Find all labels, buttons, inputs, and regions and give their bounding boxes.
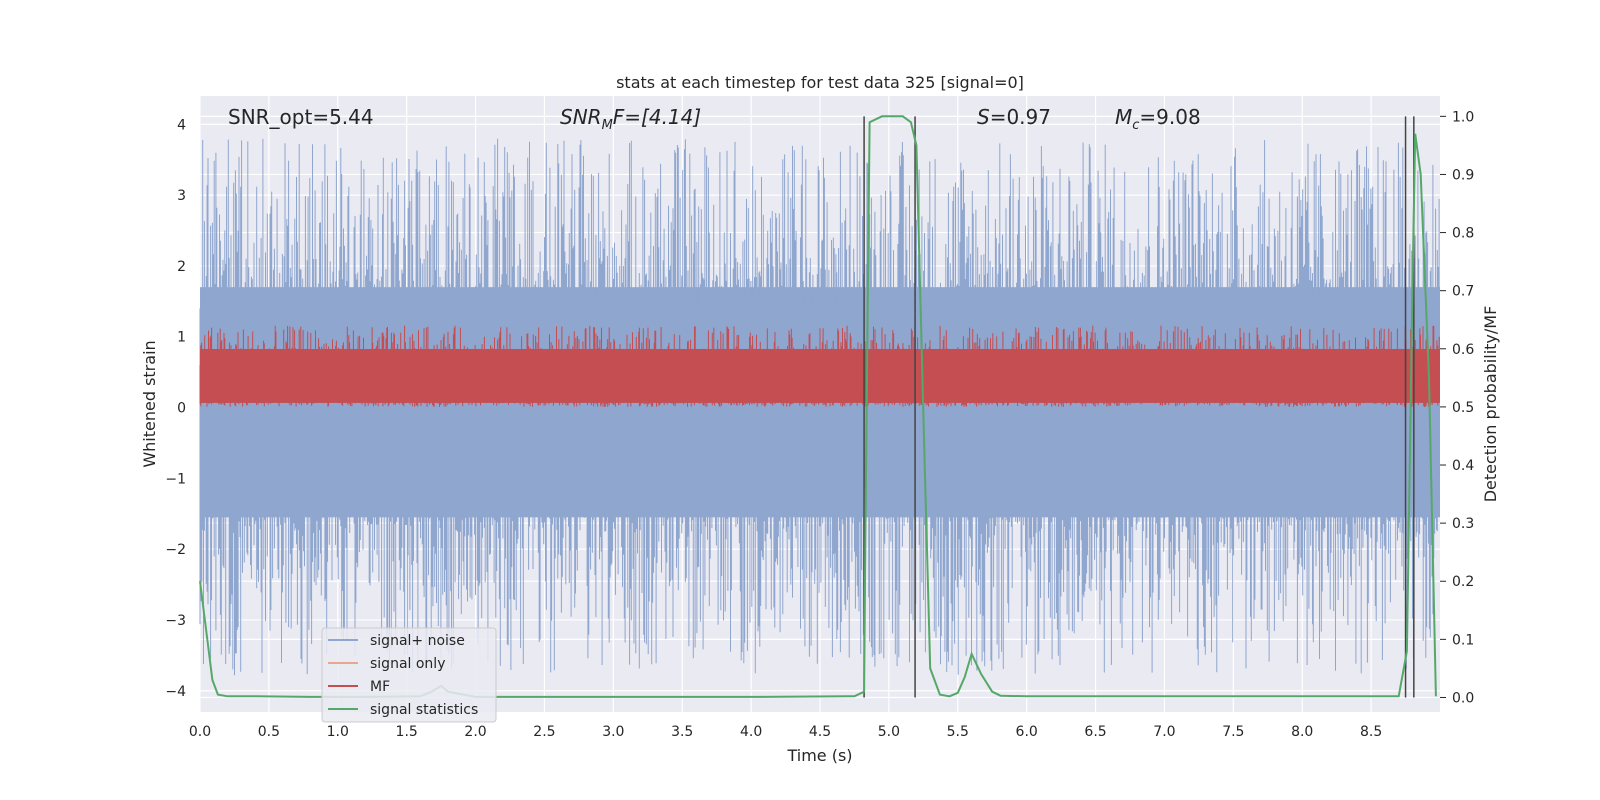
annotation-snr-mf-main: SNR: [560, 105, 602, 129]
x-tick-label-12: 6.0: [1016, 724, 1038, 740]
x-tick-label-8: 4.0: [740, 724, 762, 740]
annotation-s: S=0.97: [977, 105, 1051, 129]
legend-box: [321, 627, 497, 723]
x-tick-label-6: 3.0: [602, 724, 624, 740]
y-tick-label-8: −4: [165, 684, 186, 700]
legend-label-mf: MF: [370, 679, 390, 695]
annotation-snr-mf: SNRMF=[4.14]: [560, 105, 701, 133]
y2-tick-label-5: 0.5: [1452, 400, 1474, 416]
annotation-s-main: S: [977, 105, 990, 129]
annotation-snr-opt: SNR_opt=5.44: [228, 105, 374, 129]
x-tick-label-16: 8.0: [1291, 724, 1313, 740]
legend-label-signal-noise: signal+ noise: [370, 633, 465, 649]
x-tick-label-13: 6.5: [1084, 724, 1106, 740]
x-ticks: 0.0 0.5 1.0 1.5 2.0 2.5 3.0 3.5 4.0 4.5 5.0 5.5 6.0 6…: [189, 724, 1382, 740]
annotation-s-rest: =0.97: [990, 105, 1051, 129]
y-tick-label-7: −3: [165, 613, 186, 629]
chart-title: stats at each timestep for test data 325…: [616, 73, 1024, 92]
x-tick-label-15: 7.5: [1222, 724, 1244, 740]
y2-tick-label-9: 0.1: [1452, 632, 1474, 648]
annotation-snr-mf-sub: M: [602, 118, 613, 133]
x-tick-label-14: 7.0: [1153, 724, 1175, 740]
legend-label-signal-only: signal only: [370, 656, 445, 672]
y2-tick-label-4: 0.6: [1452, 342, 1474, 358]
y2-tick-label-2: 0.8: [1452, 226, 1474, 242]
x-tick-label-9: 4.5: [809, 724, 831, 740]
x-tick-label-3: 1.5: [396, 724, 418, 740]
x-tick-label-2: 1.0: [327, 724, 349, 740]
legend: signal+ noise signal only MF signal stat…: [321, 627, 497, 723]
y-tick-label-6: −2: [165, 542, 186, 558]
y-ticks: 4 3 2 1 0 −1 −2 −3 −4: [165, 117, 186, 699]
y2-tick-label-7: 0.3: [1452, 516, 1474, 532]
y2-tick-label-10: 0.0: [1452, 690, 1474, 706]
y-axis-label: Whitened strain: [140, 340, 159, 467]
y2-tick-label-1: 0.9: [1452, 167, 1474, 183]
mf-series: [199, 325, 1440, 407]
y-tick-label-4: 0: [177, 401, 186, 417]
x-tick-label-5: 2.5: [533, 724, 555, 740]
x-tick-label-4: 2.0: [464, 724, 486, 740]
x-tick-label-17: 8.5: [1360, 724, 1382, 740]
x-tick-label-10: 5.0: [878, 724, 900, 740]
y-tick-label-5: −1: [165, 471, 186, 487]
y2-axis-label: Detection probability/MF: [1481, 306, 1500, 503]
x-tick-label-7: 3.5: [671, 724, 693, 740]
y-tick-label-2: 2: [177, 259, 186, 275]
x-tick-label-11: 5.5: [947, 724, 969, 740]
x-axis-label: Time (s): [786, 746, 852, 765]
y-tick-label-0: 4: [177, 117, 186, 133]
y2-tick-label-6: 0.4: [1452, 458, 1474, 474]
legend-label-signal-statistics: signal statistics: [370, 702, 478, 718]
mf-spikes: [199, 325, 1440, 407]
annotation-snr-mf-rest: F=[4.14]: [613, 105, 701, 129]
annotation-mc-main: M: [1115, 105, 1132, 129]
annotation-mc: Mc=9.08: [1115, 105, 1201, 133]
y-tick-label-3: 1: [177, 330, 186, 346]
y-tick-label-1: 3: [177, 188, 186, 204]
y2-tick-label-8: 0.2: [1452, 574, 1474, 590]
x-tick-label-0: 0.0: [189, 724, 211, 740]
annotation-mc-rest: =9.08: [1139, 105, 1200, 129]
y2-tick-label-3: 0.7: [1452, 284, 1474, 300]
y2-tick-label-0: 1.0: [1452, 109, 1474, 125]
annotation-mc-sub: c: [1132, 118, 1139, 133]
y2-ticks: 1.0 0.9 0.8 0.7 0.6 0.5 0.4 0.3 0.2 0.1 0.0: [1440, 109, 1474, 706]
x-tick-label-1: 0.5: [258, 724, 280, 740]
